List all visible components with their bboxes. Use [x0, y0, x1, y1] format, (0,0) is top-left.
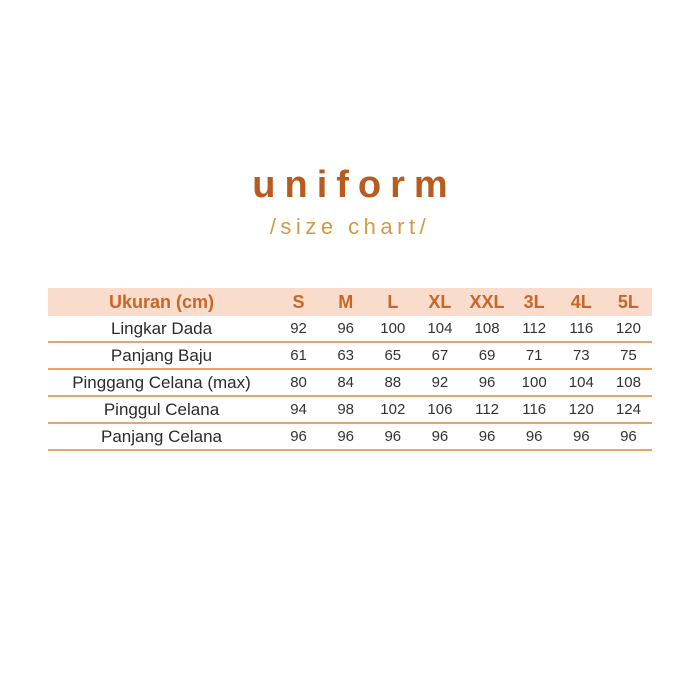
- table-cell: 73: [557, 342, 605, 370]
- table-cell: 120: [557, 396, 605, 424]
- table-cell: 116: [510, 396, 558, 424]
- table-cell: 61: [275, 342, 323, 370]
- header-size: S: [292, 291, 305, 312]
- table-cell: 94: [275, 396, 323, 424]
- table-cell: 116: [557, 316, 605, 343]
- table-cell: 96: [322, 423, 370, 451]
- table-row: Pinggang Celana (max) 80 84 88 92 96 100 104 108: [48, 369, 652, 397]
- page-subtitle: /size chart/: [269, 214, 431, 239]
- header-label: Ukuran (cm): [108, 291, 215, 312]
- header-size: 5L: [617, 291, 639, 312]
- row-label: Panjang Baju: [48, 342, 275, 370]
- table-cell: 88: [369, 369, 417, 397]
- header-size: XXL: [469, 291, 505, 312]
- table-cell: 98: [322, 396, 370, 424]
- table-cell: 92: [416, 369, 464, 397]
- table-cell: 124: [604, 396, 652, 424]
- table-cell: 69: [463, 342, 511, 370]
- table-cell: 96: [275, 423, 323, 451]
- table-cell: 96: [604, 423, 652, 451]
- header-size: XL: [428, 291, 452, 312]
- table-cell: 96: [510, 423, 558, 451]
- header-size: M: [338, 291, 354, 312]
- table-cell: 84: [322, 369, 370, 397]
- table-row: Panjang Baju 61 63 65 67 69 71 73 75: [48, 342, 652, 370]
- table-header-row: Ukuran (cm) S M L XL XXL 3L 4L 5L: [48, 288, 652, 316]
- header-size: 3L: [523, 291, 545, 312]
- table-cell: 120: [604, 316, 652, 343]
- table-cell: 63: [322, 342, 370, 370]
- table-row: Pinggul Celana 94 98 102 106 112 116 120 124: [48, 396, 652, 424]
- table-row: Lingkar Dada 92 96 100 104 108 112 116 120: [48, 316, 652, 343]
- table-cell: 65: [369, 342, 417, 370]
- table-cell: 96: [369, 423, 417, 451]
- table-cell: 104: [557, 369, 605, 397]
- table-cell: 102: [369, 396, 417, 424]
- row-label: Pinggang Celana (max): [48, 369, 275, 397]
- table-cell: 112: [510, 316, 558, 343]
- table-cell: 96: [557, 423, 605, 451]
- table-cell: 96: [322, 316, 370, 343]
- table-cell: 100: [369, 316, 417, 343]
- table-cell: 80: [275, 369, 323, 397]
- table-cell: 104: [416, 316, 464, 343]
- table-cell: 96: [463, 369, 511, 397]
- header-size: 4L: [570, 291, 592, 312]
- table-cell: 96: [416, 423, 464, 451]
- table-cell: 106: [416, 396, 464, 424]
- table-cell: 96: [463, 423, 511, 451]
- page-title: uniform: [252, 164, 457, 206]
- table-cell: 67: [416, 342, 464, 370]
- row-label: Lingkar Dada: [48, 316, 275, 343]
- row-label: Pinggul Celana: [48, 396, 275, 424]
- table-row: Panjang Celana 96 96 96 96 96 96 96 96: [48, 423, 652, 451]
- row-label: Panjang Celana: [48, 423, 275, 451]
- table-cell: 71: [510, 342, 558, 370]
- table-cell: 92: [275, 316, 323, 343]
- table-cell: 108: [463, 316, 511, 343]
- size-chart-table: Ukuran (cm) S M L XL XXL 3L 4L 5L Lingkar Dada 9…: [48, 288, 652, 451]
- table-cell: 100: [510, 369, 558, 397]
- header-size: L: [387, 291, 399, 312]
- table-cell: 108: [604, 369, 652, 397]
- table-cell: 75: [604, 342, 652, 370]
- table-cell: 112: [463, 396, 511, 424]
